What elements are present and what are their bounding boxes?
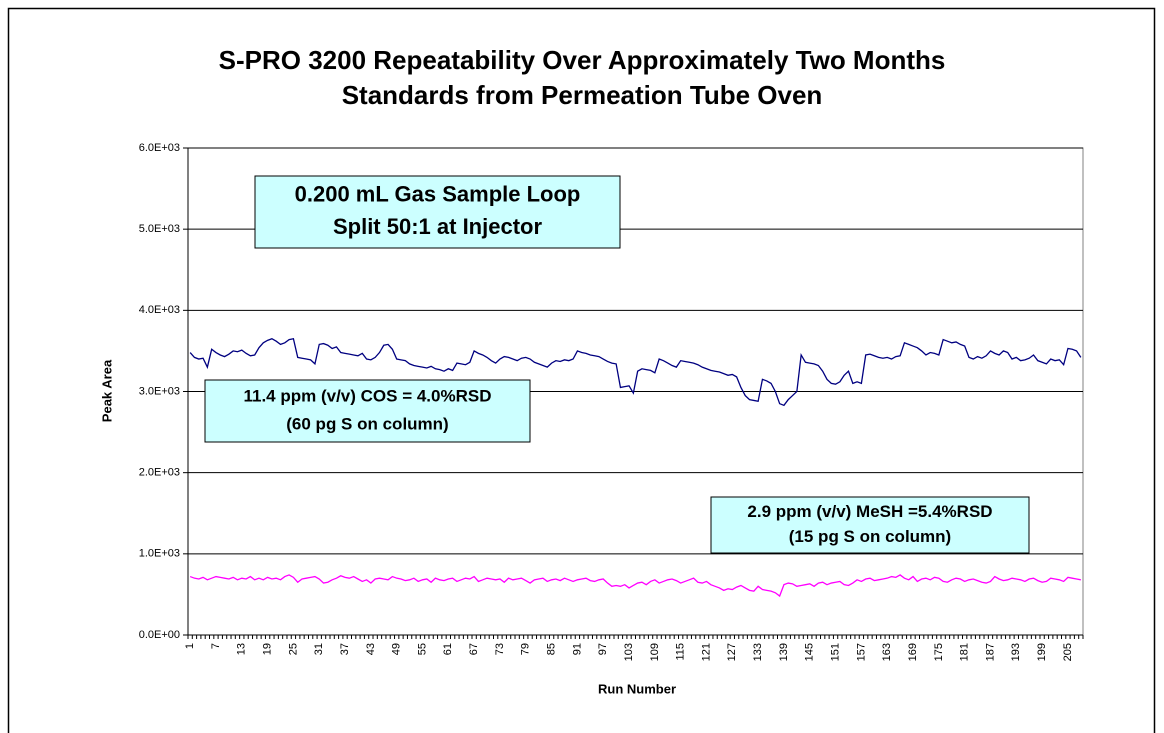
y-tick-label: 2.0E+03 xyxy=(139,467,180,479)
x-tick-label: 103 xyxy=(623,643,635,661)
x-tick-label: 133 xyxy=(752,643,764,661)
x-tick-label: 19 xyxy=(262,643,274,655)
x-tick-label: 61 xyxy=(442,643,454,655)
annotation-box xyxy=(204,379,531,443)
x-tick-label: 43 xyxy=(365,643,377,655)
annotation-text: (15 pg S on column) xyxy=(789,527,951,546)
x-tick-label: 139 xyxy=(778,643,790,661)
y-tick-label: 6.0E+03 xyxy=(139,142,180,154)
y-tick-label: 4.0E+03 xyxy=(139,304,180,316)
annotation-text: (60 pg S on column) xyxy=(286,415,448,434)
series-line xyxy=(189,337,1082,407)
y-tick-label: 0.0E+00 xyxy=(139,629,180,641)
x-tick-label: 1 xyxy=(184,643,196,649)
x-tick-label: 127 xyxy=(726,643,738,661)
series-line xyxy=(189,574,1081,598)
x-tick-label: 187 xyxy=(984,643,996,661)
annotation-text: 0.200 mL Gas Sample Loop xyxy=(295,181,581,206)
annotation-text: 2.9 ppm (v/v) MeSH =5.4%RSD xyxy=(747,502,992,521)
x-tick-label: 109 xyxy=(649,643,661,661)
y-tick-label: 5.0E+03 xyxy=(139,223,180,235)
annotation-text: 11.4 ppm (v/v) COS = 4.0%RSD xyxy=(243,386,491,405)
x-tick-label: 25 xyxy=(287,643,299,655)
x-tick-label: 91 xyxy=(571,643,583,655)
x-tick-label: 193 xyxy=(1010,643,1022,661)
x-tick-label: 181 xyxy=(959,643,971,661)
x-tick-label: 145 xyxy=(804,643,816,661)
x-tick-label: 55 xyxy=(416,643,428,655)
annotation-box xyxy=(254,175,621,249)
x-tick-label: 199 xyxy=(1036,643,1048,661)
x-tick-label: 37 xyxy=(339,643,351,655)
x-tick-label: 175 xyxy=(933,643,945,661)
x-tick-label: 121 xyxy=(700,643,712,661)
y-tick-label: 1.0E+03 xyxy=(139,548,180,560)
chart-title: Standards from Permeation Tube Oven xyxy=(342,80,823,110)
y-tick-label: 3.0E+03 xyxy=(139,385,180,397)
annotation-box xyxy=(710,496,1030,554)
x-tick-label: 169 xyxy=(907,643,919,661)
x-tick-label: 7 xyxy=(210,643,222,649)
x-tick-label: 67 xyxy=(468,643,480,655)
x-tick-label: 151 xyxy=(829,643,841,661)
y-axis-label: Peak Area xyxy=(99,359,114,422)
x-tick-label: 85 xyxy=(546,643,558,655)
x-tick-label: 79 xyxy=(520,643,532,655)
x-tick-label: 205 xyxy=(1062,643,1074,661)
x-axis-label: Run Number xyxy=(598,681,676,696)
x-tick-label: 13 xyxy=(236,643,248,655)
x-tick-label: 31 xyxy=(313,643,325,655)
x-tick-label: 163 xyxy=(881,643,893,661)
annotation-text: Split 50:1 at Injector xyxy=(333,214,542,239)
x-tick-label: 115 xyxy=(675,643,687,661)
chart-title: S-PRO 3200 Repeatability Over Approximat… xyxy=(219,45,946,75)
x-tick-label: 73 xyxy=(494,643,506,655)
x-tick-label: 157 xyxy=(855,643,867,661)
x-tick-label: 49 xyxy=(391,643,403,655)
x-tick-label: 97 xyxy=(597,643,609,655)
